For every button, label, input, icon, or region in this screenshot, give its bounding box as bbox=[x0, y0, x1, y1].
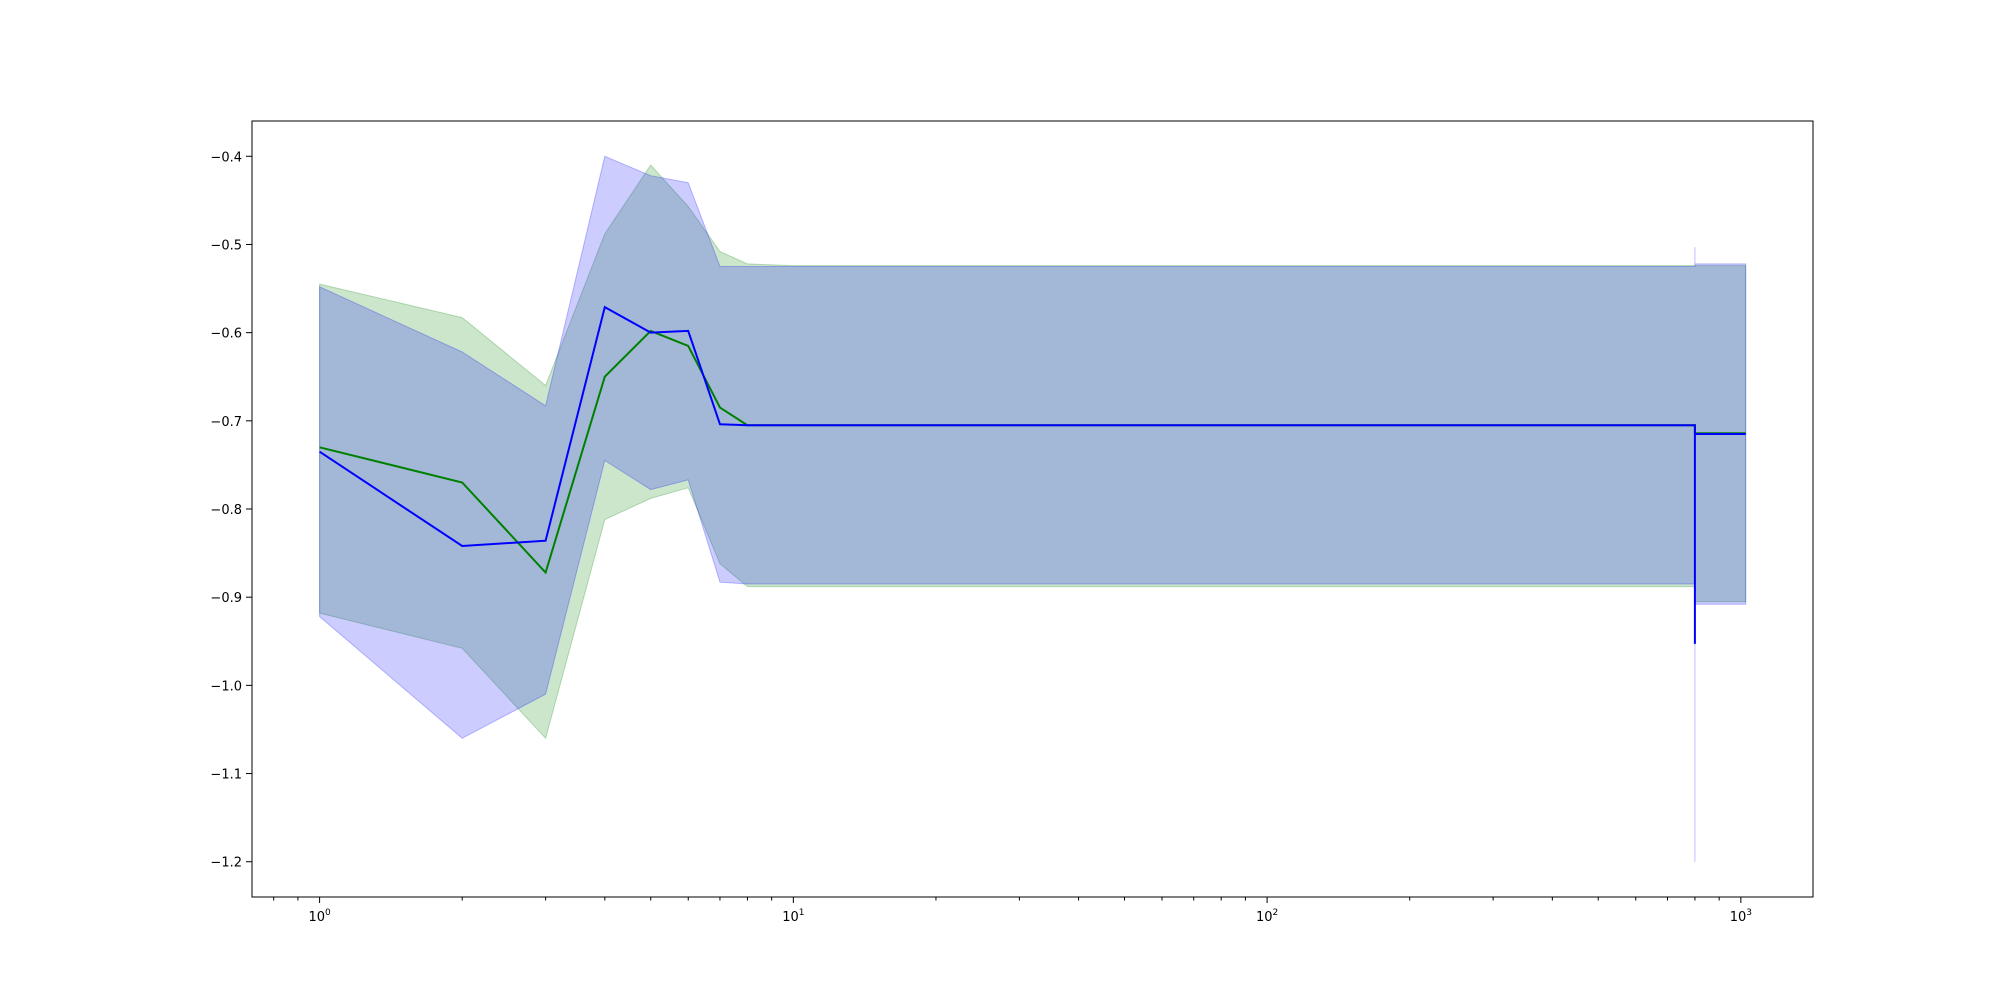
y-tick-label: −1.1 bbox=[210, 768, 242, 783]
y-axis: −0.4 −0.5 −0.6 −0.7 −0.8 −0.9 −1.0 −1.1 −1.2 bbox=[210, 150, 252, 871]
y-tick-label: −0.8 bbox=[210, 503, 242, 518]
y-tick-label: −1.2 bbox=[210, 856, 242, 871]
y-tick-label: −0.4 bbox=[210, 150, 242, 165]
series-lines bbox=[319, 305, 1746, 644]
y-tick-label: −0.7 bbox=[210, 415, 242, 430]
x-tick-label: 103 bbox=[1730, 908, 1752, 925]
y-tick-label: −0.5 bbox=[210, 238, 242, 253]
x-axis: 100 101 102 103 bbox=[273, 897, 1752, 925]
series-1-band bbox=[319, 164, 1747, 740]
series-2-band bbox=[319, 155, 1747, 862]
y-tick-label: −0.9 bbox=[210, 591, 242, 606]
y-tick-label: −0.6 bbox=[210, 327, 242, 342]
y-tick-label: −1.0 bbox=[210, 679, 242, 694]
confidence-bands bbox=[319, 155, 1747, 862]
series-2-line bbox=[319, 305, 1746, 644]
x-tick-label: 100 bbox=[308, 908, 331, 925]
x-tick-label: 101 bbox=[782, 908, 804, 925]
x-tick-label: 102 bbox=[1256, 908, 1278, 925]
